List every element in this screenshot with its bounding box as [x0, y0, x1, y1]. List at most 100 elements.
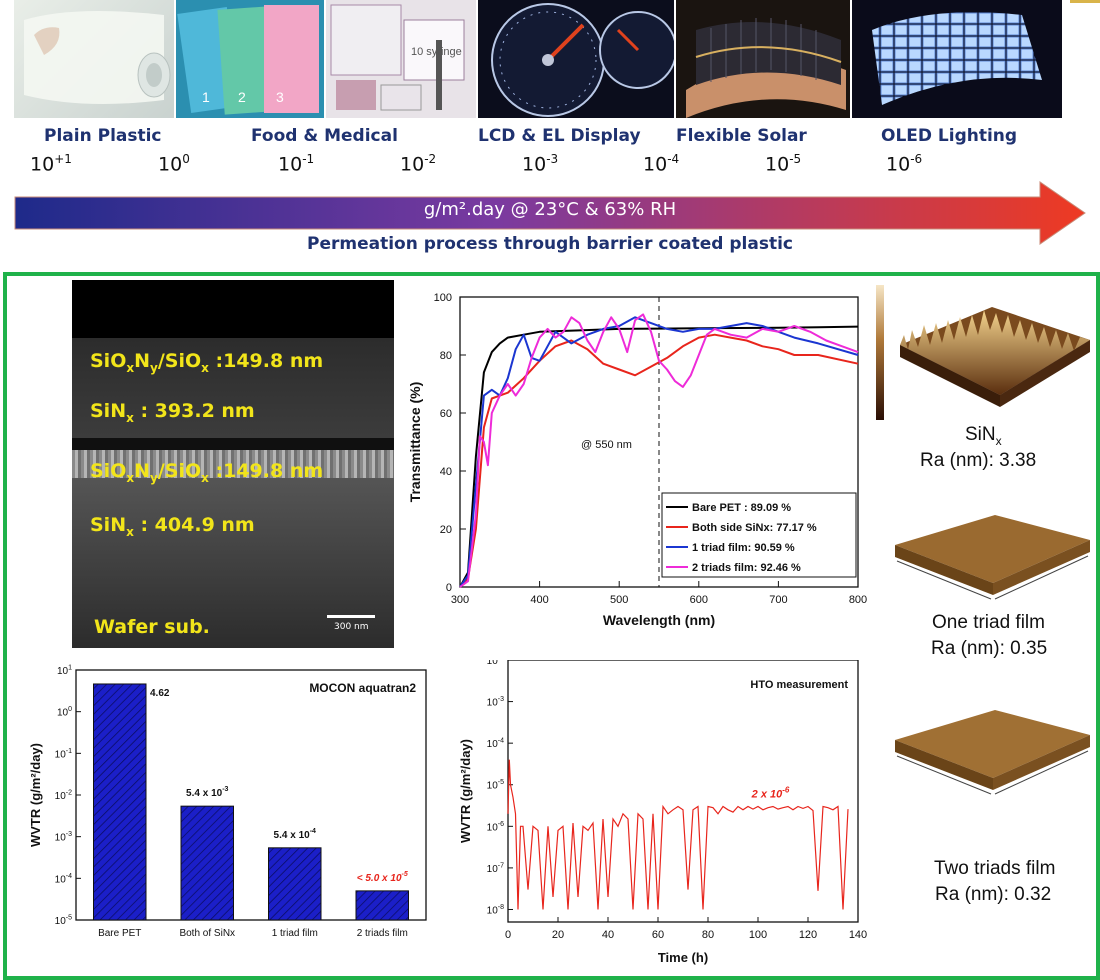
y-axis-label: WVTR (g/m²/day): [458, 739, 473, 843]
category-lcd-el-display: LCD & EL Display: [478, 126, 641, 146]
wvtr-bar-chart: 101 100 10-1 10-2 10-3 10-4 10-5 Bare PET 4.62 Bo…: [28, 665, 427, 939]
category-plain-plastic: Plain Plastic: [44, 126, 162, 146]
y-tick-label: 10-4: [55, 873, 72, 886]
x-tick-label: 700: [769, 594, 787, 606]
scale-value: 10-6: [886, 152, 923, 176]
legend-box: [661, 492, 857, 578]
afm-one-triad-roughness: Ra (nm): 0.35: [931, 638, 1048, 659]
scale-value: 10-2: [400, 152, 437, 176]
flexible-solar-photo: [676, 0, 850, 118]
x-tick-label: 40: [602, 929, 614, 941]
x-tick-label: 500: [610, 594, 628, 606]
x-tick-label: 80: [702, 929, 714, 941]
series-line: [459, 325, 859, 588]
afm-one-triad-title: One triad film: [932, 612, 1045, 633]
category-food-medical: Food & Medical: [251, 126, 398, 146]
afm-one-triad-image: [895, 515, 1090, 600]
scale-value: 10-4: [643, 152, 680, 176]
scale-value: 10+1: [30, 152, 72, 176]
sem-substrate-label: Wafer sub.: [94, 616, 210, 638]
medical-books-photo: 10 syringe: [326, 0, 476, 118]
y-tick-label: 10-7: [487, 862, 504, 875]
sem-layer-label: SiOxNy/SiOx :149.8 nm: [90, 460, 324, 485]
food-medical-photo: 1 2 3: [176, 0, 324, 118]
series-line: [459, 313, 859, 588]
results-panel-frame: [3, 272, 1100, 980]
series-line: [459, 316, 859, 588]
x-tick-label: 800: [849, 594, 867, 606]
x-axis-label: Wavelength (nm): [603, 612, 715, 628]
x-tick-label: 120: [799, 929, 817, 941]
afm-sinx-image: [876, 285, 1090, 420]
y-tick-label: 10-6: [487, 821, 504, 834]
pack-number-1: 1: [202, 89, 210, 105]
y-tick-label: 10-2: [487, 660, 504, 667]
data-label: 4.62: [150, 688, 170, 699]
arrow-condition-text: g/m².day @ 23°C & 63% RH: [423, 199, 677, 220]
x-tick-label: 60: [652, 929, 664, 941]
scale-value: 100: [158, 152, 190, 176]
data-label: 5.4 x 10-4: [274, 828, 316, 841]
y-tick-label: 10-8: [487, 904, 504, 917]
y-tick-label: 10-3: [55, 831, 72, 844]
x-tick-label: 400: [530, 594, 548, 606]
category-label: Bare PET: [98, 928, 141, 939]
series-line: [459, 333, 859, 588]
y-tick-label: 101: [57, 665, 72, 678]
y-tick-label: 20: [440, 524, 452, 536]
y-tick-label: 100: [434, 292, 452, 304]
afm-two-triads-image: [895, 710, 1090, 795]
x-tick-label: 140: [849, 929, 867, 941]
banner-top-line: [1070, 0, 1100, 3]
annotation-value: 2 x 10-6: [751, 785, 790, 800]
bar: [355, 890, 409, 921]
category-oled-lighting: OLED Lighting: [881, 126, 1018, 146]
sem-cross-section: SiOxNy/SiOx :149.8 nm SiNx : 393.2 nm Si…: [72, 280, 394, 648]
chart-title: MOCON aquatran2: [309, 681, 416, 695]
chart-title: HTO measurement: [750, 679, 848, 691]
bar: [93, 683, 147, 921]
pack-number-2: 2: [238, 89, 246, 105]
legend-entry: 2 triads film: 92.46 %: [692, 562, 801, 574]
hto-chart: 0 20 40 60 80 100 120 140 10-2 10-3 10-4 10-5 10-6 10…: [458, 660, 867, 965]
afm-two-triads-roughness: Ra (nm): 0.32: [935, 884, 1052, 905]
category-flexible-solar: Flexible Solar: [676, 126, 807, 146]
category-label: 1 triad film: [272, 928, 318, 939]
sem-layer-label: SiNx : 393.2 nm: [90, 400, 255, 425]
y-tick-label: 40: [440, 466, 452, 478]
x-tick-label: 20: [552, 929, 564, 941]
x-axis-label: Time (h): [658, 950, 708, 965]
y-tick-label: 10-3: [487, 696, 504, 709]
lcd-display-photo: [478, 0, 674, 118]
y-tick-label: 10-1: [55, 748, 72, 761]
y-tick-label: 60: [440, 408, 452, 420]
transmittance-chart: 300 400 500 600 700 800 0 20 40 60 80 100 @ 550 nm Wa…: [407, 292, 867, 628]
wvtr-series: [507, 759, 849, 910]
permeation-arrow: [14, 181, 1086, 245]
scale-bar-label: 300 nm: [334, 622, 369, 632]
data-label: < 5.0 x 10-5: [357, 871, 408, 884]
y-axis-label: Transmittance (%): [407, 382, 423, 503]
sem-layer-label: SiOxNy/SiOx :149.8 nm: [90, 350, 324, 375]
scale-value: 10-5: [765, 152, 802, 176]
legend-entry: Both side SiNx: 77.17 %: [692, 522, 817, 534]
oled-lighting-photo: [852, 0, 1062, 118]
y-tick-label: 10-5: [487, 779, 504, 792]
bar: [268, 847, 322, 921]
category-label: Both of SiNx: [179, 928, 235, 939]
x-tick-label: 600: [690, 594, 708, 606]
y-tick-label: 0: [446, 582, 452, 594]
legend-entry: Bare PET : 89.09 %: [692, 502, 791, 514]
scale-value: 10-3: [522, 152, 559, 176]
x-tick-label: 300: [451, 594, 469, 606]
data-label: 5.4 x 10-3: [186, 786, 228, 799]
category-label: 2 triads film: [357, 928, 408, 939]
sem-layer-label: SiNx : 404.9 nm: [90, 514, 255, 539]
banner-subtitle: Permeation process through barrier coate…: [307, 234, 793, 254]
plain-plastic-photo: [14, 0, 174, 118]
annotation-550nm: @ 550 nm: [581, 439, 632, 451]
afm-sinx-title: SiNx: [965, 424, 1002, 448]
x-tick-label: 100: [749, 929, 767, 941]
scale-bar: [327, 615, 375, 618]
bar: [180, 805, 234, 921]
